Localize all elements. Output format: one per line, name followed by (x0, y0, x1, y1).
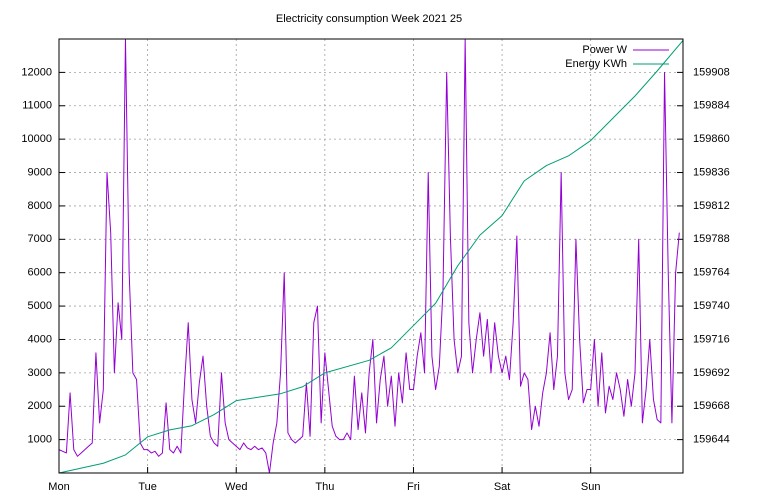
x-tick-label: Sun (581, 481, 601, 493)
y2-tick-label: 159884 (693, 100, 730, 112)
legend-label: Power W (582, 44, 627, 56)
y-tick-label: 2000 (28, 400, 52, 412)
y-tick-label: 11000 (22, 100, 52, 112)
y2-tick-label: 159716 (693, 333, 730, 345)
chart-title: Electricity consumption Week 2021 25 (276, 13, 462, 25)
x-tick-label: Sat (494, 481, 511, 493)
y-tick-label: 10000 (21, 133, 52, 145)
x-tick-label: Fri (407, 481, 420, 493)
x-tick-label: Tue (138, 481, 157, 493)
y2-tick-label: 159692 (693, 367, 730, 379)
y2-tick-label: 159860 (693, 133, 730, 145)
y-tick-label: 6000 (28, 267, 52, 279)
y2-tick-label: 159836 (693, 166, 730, 178)
series-line (58, 40, 684, 474)
y-tick-label: 4000 (28, 333, 52, 345)
y2-tick-label: 159668 (693, 400, 730, 412)
y-tick-label: 9000 (28, 166, 52, 178)
series-line (58, 38, 680, 474)
y2-tick-label: 159788 (693, 233, 730, 245)
y-tick-label: 5000 (28, 300, 52, 312)
plot-border (58, 38, 684, 474)
y-tick-label: 7000 (28, 233, 52, 245)
y2-tick-label: 159812 (693, 200, 730, 212)
y-tick-label: 1000 (28, 434, 52, 446)
y-tick-label: 12000 (21, 66, 52, 78)
y2-tick-label: 159908 (693, 66, 730, 78)
y2-tick-label: 159764 (693, 267, 730, 279)
x-tick-label: Mon (48, 481, 69, 493)
x-tick-label: Thu (315, 481, 334, 493)
y-tick-label: 3000 (28, 367, 52, 379)
x-tick-label: Wed (225, 481, 247, 493)
y-tick-label: 8000 (28, 200, 52, 212)
legend-label: Energy KWh (565, 58, 627, 70)
y2-tick-label: 159740 (693, 300, 730, 312)
y2-tick-label: 159644 (693, 434, 730, 446)
